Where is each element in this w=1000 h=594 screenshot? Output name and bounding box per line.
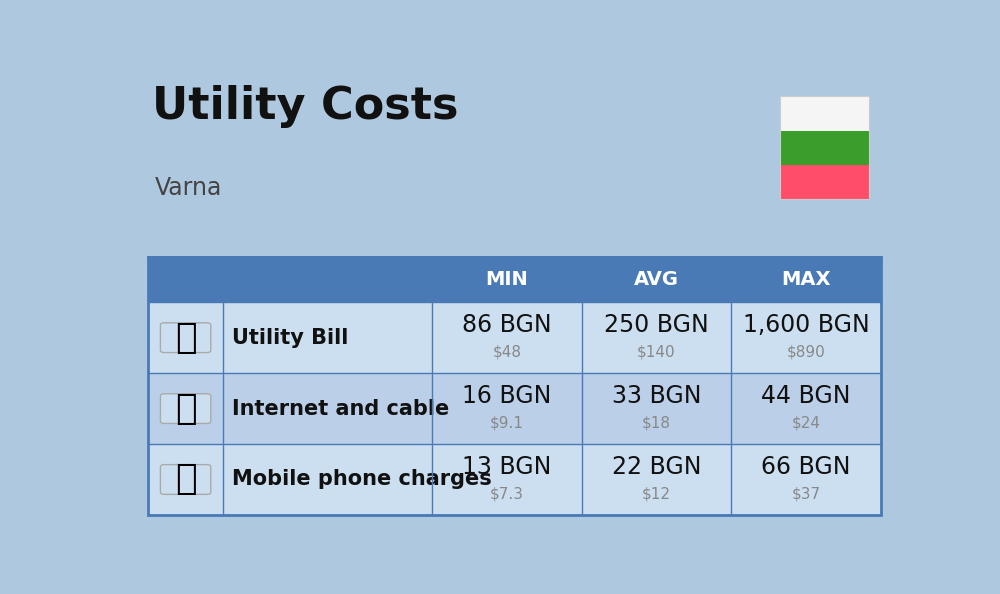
Text: $890: $890 — [787, 345, 825, 360]
Text: 16 BGN: 16 BGN — [462, 384, 552, 408]
Text: 📡: 📡 — [175, 391, 196, 425]
Text: MAX: MAX — [781, 270, 831, 289]
FancyBboxPatch shape — [160, 465, 211, 494]
Text: $140: $140 — [637, 345, 676, 360]
Text: Utility Bill: Utility Bill — [232, 328, 349, 347]
FancyBboxPatch shape — [148, 302, 881, 373]
Text: 🔌: 🔌 — [175, 321, 196, 355]
Text: Mobile phone charges: Mobile phone charges — [232, 469, 492, 489]
Text: 66 BGN: 66 BGN — [761, 454, 851, 479]
Text: $7.3: $7.3 — [490, 486, 524, 501]
Text: $12: $12 — [642, 486, 671, 501]
Text: $24: $24 — [791, 416, 820, 431]
Text: $48: $48 — [492, 345, 521, 360]
FancyBboxPatch shape — [780, 96, 869, 131]
Text: AVG: AVG — [634, 270, 679, 289]
Text: Varna: Varna — [154, 176, 222, 201]
FancyBboxPatch shape — [148, 257, 881, 302]
FancyBboxPatch shape — [160, 394, 211, 424]
Text: 1,600 BGN: 1,600 BGN — [743, 313, 869, 337]
Text: 44 BGN: 44 BGN — [761, 384, 851, 408]
Text: Utility Costs: Utility Costs — [152, 85, 459, 128]
Text: 22 BGN: 22 BGN — [612, 454, 701, 479]
Text: 86 BGN: 86 BGN — [462, 313, 552, 337]
FancyBboxPatch shape — [148, 373, 881, 444]
Text: MIN: MIN — [486, 270, 528, 289]
FancyBboxPatch shape — [148, 444, 881, 515]
FancyBboxPatch shape — [780, 131, 869, 165]
FancyBboxPatch shape — [160, 323, 211, 353]
Text: Internet and cable: Internet and cable — [232, 399, 450, 419]
Text: 13 BGN: 13 BGN — [462, 454, 552, 479]
Text: 33 BGN: 33 BGN — [612, 384, 701, 408]
Text: $9.1: $9.1 — [490, 416, 524, 431]
FancyBboxPatch shape — [780, 165, 869, 200]
Text: 📱: 📱 — [175, 463, 196, 497]
Text: $37: $37 — [791, 486, 820, 501]
Text: 250 BGN: 250 BGN — [604, 313, 709, 337]
Text: $18: $18 — [642, 416, 671, 431]
